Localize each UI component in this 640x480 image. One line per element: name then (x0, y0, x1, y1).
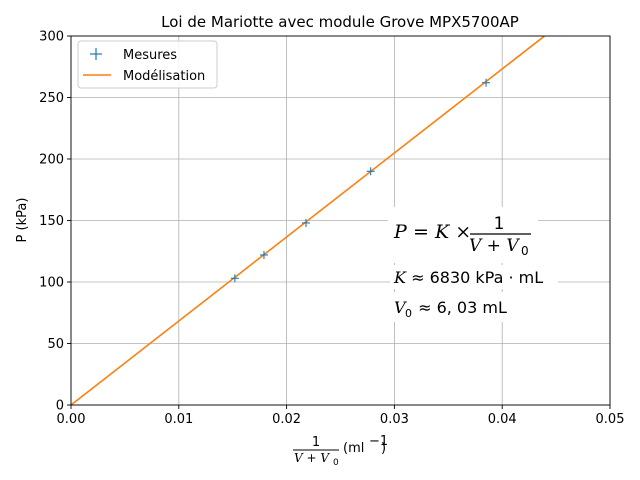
x-label-denominator: V + V (294, 451, 330, 465)
y-tick-label: 200 (39, 153, 64, 168)
x-label-unit-superscript: −1 (369, 434, 388, 449)
x-tick-label: 0.03 (380, 412, 409, 427)
data-point (302, 218, 311, 227)
y-tick-label: 300 (39, 30, 64, 45)
chart-title: Loi de Mariotte avec module Grove MPX570… (161, 13, 519, 31)
y-axis-label: P (kPa) (15, 198, 30, 243)
data-point (259, 250, 268, 259)
equation-mid: = K × (407, 221, 477, 243)
x-tick-label: 0.05 (596, 412, 625, 427)
data-point (482, 78, 491, 87)
x-tick-label: 0.01 (164, 412, 193, 427)
y-tick-label: 150 (39, 214, 64, 229)
data-point (230, 274, 239, 283)
equation-frac-num: 1 (494, 214, 505, 234)
legend-label-modelisation: Modélisation (123, 69, 205, 84)
x-label-unit-suffix: ) (381, 441, 386, 456)
x-axis-label: 1 V + V 0 (ml −1 ) (293, 434, 388, 468)
plot-area (71, 36, 546, 405)
series-line-modelisation (71, 36, 546, 405)
equation-frac-den-sub: 0 (521, 244, 529, 258)
x-tick-label: 0.02 (272, 412, 301, 427)
equation-annotation: P = K × 1 V + V 0 K ≈ 6830 kPa · mL V 0 … (388, 207, 558, 322)
y-tick-label: 100 (39, 276, 64, 291)
ticks: 0.00 0.01 0.02 0.03 0.04 0.050501001502002503… (39, 30, 624, 428)
y-tick-label: 0 (56, 399, 64, 414)
k-value: ≈ 6830 kPa · mL (406, 268, 543, 287)
v0-value: ≈ 6, 03 mL (413, 298, 507, 317)
equation-frac-den: V + V (469, 236, 520, 256)
legend-label-mesures: Mesures (123, 48, 177, 63)
y-tick-label: 50 (47, 337, 64, 352)
equation-background (388, 207, 538, 263)
y-tick-label: 250 (39, 91, 64, 106)
k-variable: K (393, 268, 407, 287)
legend-frame (77, 40, 218, 89)
data-point (366, 167, 375, 176)
equation-lhs: P (393, 221, 408, 243)
v0-subscript: 0 (405, 307, 412, 320)
x-label-denominator-sub: 0 (333, 458, 339, 468)
x-label-unit-prefix: (ml (343, 441, 364, 456)
x-tick-label: 0.04 (488, 412, 517, 427)
v0-variable: V (394, 298, 407, 317)
x-tick-label: 0.00 (57, 412, 86, 427)
k-value-background (390, 265, 558, 289)
v0-value-background (390, 292, 540, 322)
x-label-numerator: 1 (312, 435, 320, 450)
legend: Mesures Modélisation (77, 40, 218, 89)
